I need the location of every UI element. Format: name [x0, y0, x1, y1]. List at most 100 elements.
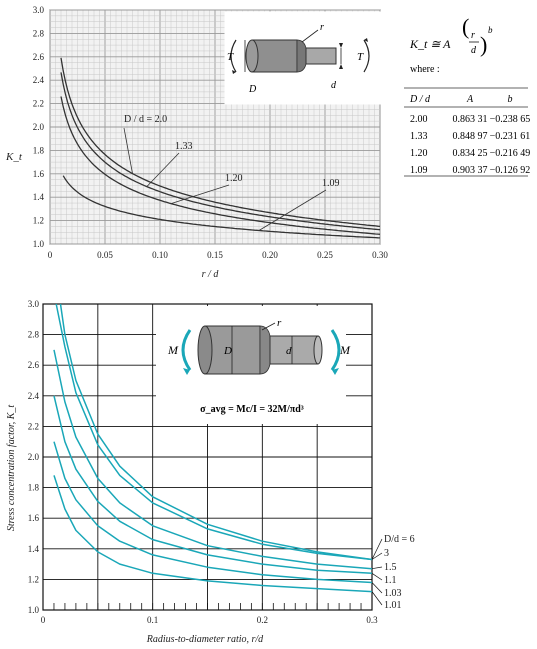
chart-top: D / d = 2.0 1.33 1.20 1.09 0 0.05 0.10 0.15 0.2…	[5, 5, 531, 280]
svg-text:where :: where :	[410, 64, 440, 75]
chart-top-x-tick: 0.25	[317, 250, 333, 260]
top-formula: K_t ≅ A ( r d ) b where :	[409, 14, 493, 75]
chart-bottom-series-line	[53, 475, 373, 593]
chart-bottom-series-line	[59, 303, 373, 561]
chart-bottom-y-tick: 2.6	[28, 360, 40, 370]
chart-bottom-series-label: 1.5	[384, 562, 397, 573]
chart-top-x-tick: 0.30	[372, 250, 388, 260]
chart-bottom-y-tick: 2.2	[28, 421, 39, 431]
chart-bottom-ticks: 0 0.1 0.2 0.3 1.0 1.2 1.4 1.6 1.8 2.0 2.2 2.4 2.6 2.8…	[28, 299, 378, 625]
shaft-small-section	[305, 47, 337, 65]
chart-bottom-series-line	[55, 303, 373, 561]
chart-top-y-tick: 2.8	[33, 28, 45, 38]
table-header: b	[508, 94, 513, 105]
chart-bottom-series-line	[53, 349, 373, 570]
table-cell: 0.834 25	[453, 148, 488, 159]
svg-text:r: r	[320, 22, 324, 33]
chart-top-y-tick: 3.0	[33, 5, 45, 15]
chart-bottom-series-label: 1.01	[384, 600, 402, 611]
svg-text:d: d	[471, 45, 477, 56]
chart-top-y-tick: 1.4	[33, 192, 45, 202]
svg-text:T: T	[227, 51, 234, 63]
table-cell: 0.863 31	[453, 114, 488, 125]
table-cell: 1.33	[410, 131, 428, 142]
chart-bottom-y-tick: 3.0	[28, 299, 40, 309]
chart-top-ylabel: K_t	[5, 151, 23, 163]
chart-top-curves: D / d = 2.0 1.33 1.20 1.09	[60, 57, 381, 239]
chart-bottom-series-label: D/d = 6	[384, 534, 415, 545]
chart-bottom-y-tick: 1.2	[28, 574, 39, 584]
torque-left-arrow-icon	[230, 39, 237, 73]
moment-left-arrow-icon	[181, 329, 192, 371]
torque-right-arrow-icon	[363, 39, 370, 73]
table-cell: 0.903 37	[453, 165, 488, 176]
table-cell: −0.216 49	[490, 148, 531, 159]
chart-bottom-x-tick: 0.3	[366, 615, 378, 625]
chart-top-y-tick: 1.0	[33, 239, 45, 249]
table-header: A	[466, 94, 474, 105]
chart-bottom-y-tick: 2.4	[28, 391, 40, 401]
chart-top-y-tick: 2.4	[33, 75, 45, 85]
chart-bottom-y-tick: 2.8	[28, 330, 40, 340]
table-header: D / d	[409, 94, 431, 105]
chart-bottom-curves: D/d = 6 3 1.5 1.1 1.031.01	[53, 303, 415, 611]
bottom-shaft-diagram: r M M D d σ_avg = Mc/I = 32M/πd³	[156, 306, 351, 424]
table-cell: 2.00	[410, 114, 428, 125]
chart-bottom-x-tick: 0.2	[257, 615, 268, 625]
chart-bottom-series-line	[53, 441, 373, 584]
chart-top-series-label: D / d = 2.0	[124, 114, 167, 125]
chart-top-series-label: 1.09	[322, 178, 340, 189]
chart-top-series-label: 1.20	[225, 173, 243, 184]
svg-text:D: D	[223, 345, 232, 357]
table-cell: 1.09	[410, 165, 428, 176]
chart-top-series-line	[62, 175, 381, 239]
chart-bottom-series-line	[53, 395, 373, 575]
shaft-fillet	[259, 325, 271, 375]
bending-stress-formula: σ_avg = Mc/I = 32M/πd³	[200, 404, 304, 415]
svg-text:(: (	[462, 14, 469, 39]
svg-text:M: M	[339, 343, 351, 357]
svg-text:D: D	[248, 84, 257, 95]
shaft-small-section	[269, 335, 319, 365]
chart-top-x-tick: 0.10	[152, 250, 168, 260]
chart-bottom-xlabel: Radius-to-diameter ratio, r/d	[146, 634, 264, 645]
chart-bottom-y-tick: 1.6	[28, 513, 40, 523]
chart-top-series-line	[60, 72, 381, 231]
table-cell: 0.848 97	[453, 131, 488, 142]
chart-top-series-line	[60, 57, 381, 228]
chart-top-series-label: 1.33	[175, 141, 193, 152]
chart-bottom-series-label: 1.03	[384, 588, 402, 599]
chart-bottom-y-tick: 1.0	[28, 605, 40, 615]
chart-top-x-tick: 0	[48, 250, 53, 260]
chart-bottom-y-tick: 1.4	[28, 544, 40, 554]
table-cell: −0.238 65	[490, 114, 531, 125]
table-cell: 1.20	[410, 148, 428, 159]
svg-text:K_t ≅ A: K_t ≅ A	[409, 37, 451, 51]
chart-top-series-line	[60, 96, 381, 235]
table-cell: −0.126 92	[490, 165, 531, 176]
chart-top-y-tick: 1.8	[33, 145, 45, 155]
chart-top-y-tick: 2.2	[33, 99, 44, 109]
svg-text:r: r	[277, 317, 282, 329]
chart-bottom-x-tick: 0	[41, 615, 46, 625]
svg-text:d: d	[331, 80, 337, 91]
chart-bottom-y-tick: 1.8	[28, 483, 40, 493]
chart-bottom-x-tick: 0.1	[147, 615, 158, 625]
chart-bottom-ylabel: Stress concentration factor, K_t	[6, 405, 17, 532]
chart-top-y-tick: 2.6	[33, 52, 45, 62]
shaft-left-face	[245, 39, 259, 73]
chart-top-ticks: 0 0.05 0.10 0.15 0.20 0.25 0.30 1.0 1.2 1.4 1.6 1.8…	[33, 5, 389, 260]
svg-text:d: d	[286, 345, 292, 357]
chart-top-xlabel: r / d	[202, 269, 220, 280]
shaft-large-section	[204, 325, 261, 375]
table-cell: −0.231 61	[490, 131, 531, 142]
chart-bottom-series-label: 3	[384, 548, 389, 559]
chart-top-y-tick: 1.6	[33, 169, 45, 179]
shaft-left-face	[197, 325, 213, 375]
chart-top-x-tick: 0.15	[207, 250, 223, 260]
chart-bottom: D/d = 6 3 1.5 1.1 1.031.01 0 0.1 0.2 0.3 1.0 1.2 1…	[6, 299, 415, 645]
chart-top-y-tick: 2.0	[33, 122, 45, 132]
svg-text:T: T	[357, 51, 364, 63]
chart-bottom-y-tick: 2.0	[28, 452, 40, 462]
